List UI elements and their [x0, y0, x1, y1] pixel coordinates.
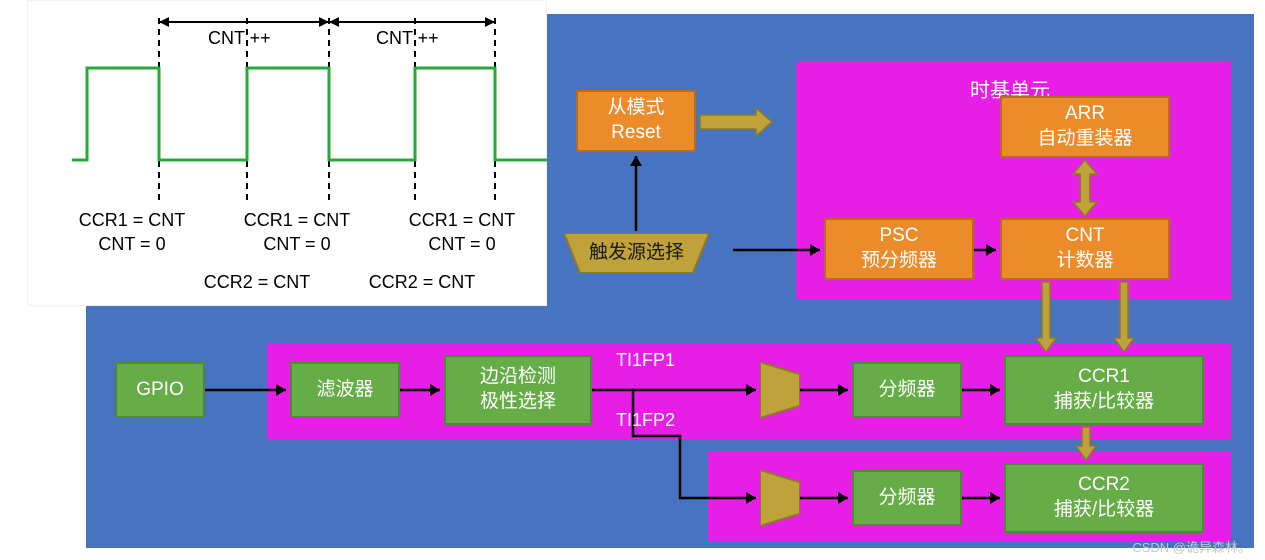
watermark: CSDN @诡异森林。	[1132, 537, 1251, 556]
box-ccr2: CCR2捕获/比较器	[1004, 463, 1204, 533]
box-edge: 边沿检测极性选择	[444, 355, 592, 425]
box-psc: PSC预分频器	[824, 218, 974, 280]
box-arr: ARR自动重装器	[1000, 96, 1170, 158]
box-trig_sel: 触发源选择	[564, 233, 709, 273]
box-slave_reset: 从模式Reset	[576, 90, 696, 152]
box-mux1	[760, 362, 800, 418]
ccr1-eq-label-1: CCR1 = CNT	[232, 210, 362, 231]
ccr1-eq-label-2: CCR1 = CNT	[397, 210, 527, 231]
ccr2-eq-label-0: CCR2 = CNT	[192, 272, 322, 293]
cnt0-label-2: CNT = 0	[397, 234, 527, 255]
box-div1: 分频器	[852, 362, 962, 418]
cnt-pp-label-1: CNT ++	[376, 28, 439, 49]
cnt0-label-1: CNT = 0	[232, 234, 362, 255]
box-ccr1: CCR1捕获/比较器	[1004, 355, 1204, 425]
box-filter: 滤波器	[290, 362, 400, 418]
cnt-pp-label-0: CNT ++	[208, 28, 271, 49]
box-cnt: CNT计数器	[1000, 218, 1170, 280]
ccr2-eq-label-1: CCR2 = CNT	[357, 272, 487, 293]
label-ti1fp1: TI1FP1	[616, 350, 675, 371]
box-mux2	[760, 470, 800, 526]
box-div2: 分频器	[852, 470, 962, 526]
ccr1-eq-label-0: CCR1 = CNT	[67, 210, 197, 231]
label-ti1fp2: TI1FP2	[616, 410, 675, 431]
timing-panel	[27, 0, 547, 306]
cnt0-label-0: CNT = 0	[67, 234, 197, 255]
box-gpio: GPIO	[115, 362, 205, 418]
